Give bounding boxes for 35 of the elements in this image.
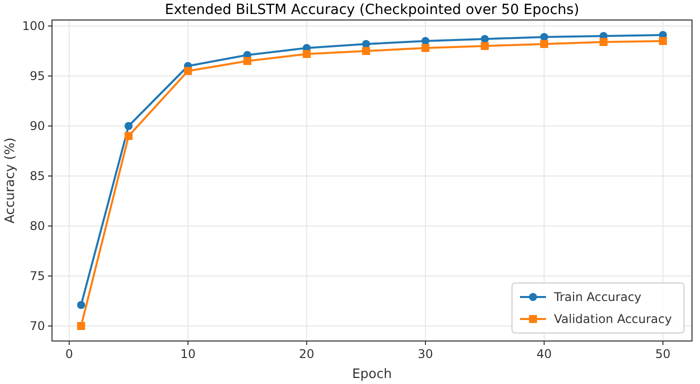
point [540,40,548,48]
point [243,57,252,65]
chart-title: Extended BiLSTM Accuracy (Checkpointed over 50 Epochs) [164,2,580,18]
point [421,37,430,45]
point [302,50,311,58]
point [124,132,133,140]
x-tick-label: 0 [65,347,74,361]
point [124,122,133,130]
point [362,40,370,48]
x-tick-label: 10 [180,347,196,361]
point [480,42,489,50]
y-tick-label: 100 [22,19,45,33]
point [362,47,370,55]
y-tick-label: 75 [30,269,45,283]
x-axis-title: Epoch [352,367,392,382]
point [658,37,667,45]
y-tick-label: 90 [30,119,45,133]
point [540,33,548,41]
point [421,44,430,52]
point [77,301,86,309]
point [600,38,608,46]
x-tick-label: 20 [299,347,314,361]
y-axis-title: Accuracy (%) [3,138,18,224]
point [184,67,192,75]
x-tick-label: 40 [536,347,552,361]
legend-label: Validation Accuracy [554,312,672,326]
x-tick-label: 50 [655,347,671,361]
x-tick-label: 30 [418,347,434,361]
y-tick-label: 85 [30,169,45,183]
point [77,322,86,330]
legend-label: Train Accuracy [553,290,642,304]
y-tick-label: 80 [30,219,45,233]
y-tick-label: 70 [30,319,45,333]
point [480,35,489,43]
y-tick-label: 95 [30,69,45,83]
